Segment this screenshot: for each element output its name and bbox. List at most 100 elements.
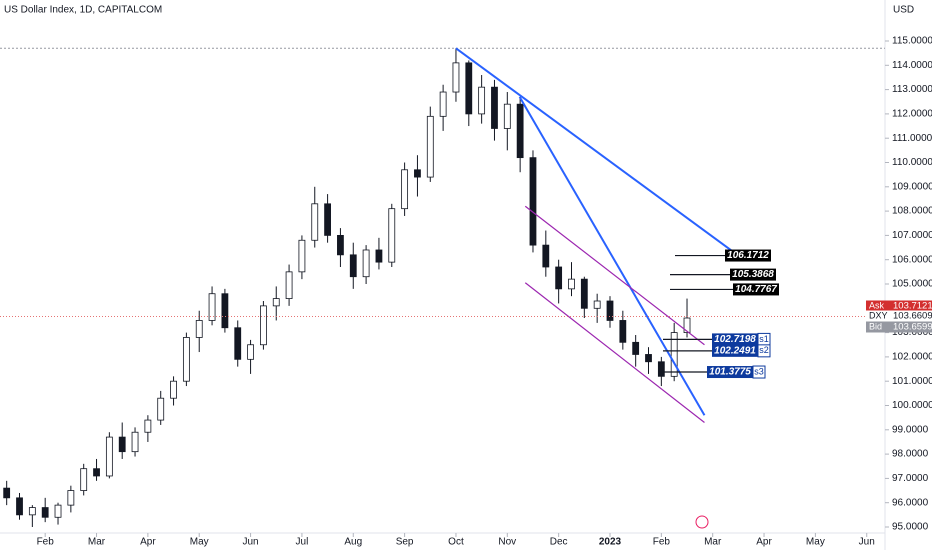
candle-body (144, 419, 152, 433)
y-tick-label: 114.0000 (892, 60, 932, 71)
y-tick-label: 101.0000 (892, 376, 932, 387)
x-tick-label: May (806, 537, 825, 548)
y-tick-label: 99.0000 (892, 424, 929, 435)
candle-body (568, 278, 575, 290)
candle-body (593, 300, 601, 309)
candle-body (465, 62, 473, 115)
candle-body (362, 249, 370, 278)
candle-body (606, 300, 614, 321)
x-tick-label: Mar (704, 537, 722, 548)
y-tick-label: 107.0000 (892, 230, 932, 241)
candle-body (632, 341, 640, 355)
candle-body (118, 436, 126, 453)
candle-body (28, 507, 36, 516)
y-tick-label: 108.0000 (892, 206, 932, 217)
candle-body (54, 504, 62, 518)
price-label-box (866, 310, 932, 322)
y-tick-label: 115.0000 (892, 36, 932, 47)
candle-body (285, 271, 293, 299)
chart-title: US Dollar Index, 1D, CAPITALCOM (4, 5, 162, 16)
candle-body (234, 327, 242, 360)
candle-body (388, 208, 396, 263)
candle-body (324, 203, 331, 236)
level-tag: s2 (759, 345, 769, 355)
x-tick-label: Feb (653, 537, 671, 548)
candle-body (375, 249, 383, 263)
price-label-name: Ask (869, 300, 885, 310)
candle-body (555, 266, 563, 290)
level-label: 105.3868 (732, 269, 774, 280)
candle-body (260, 305, 267, 346)
trend-line (455, 47, 738, 256)
candle-body (247, 344, 254, 360)
level-box (712, 344, 758, 357)
y-tick-label: 102.0000 (892, 352, 932, 363)
x-tick-label: Feb (37, 537, 55, 548)
level-box (730, 268, 776, 281)
candle-body (208, 293, 216, 321)
price-label-value: 103.7121 (893, 301, 932, 312)
y-tick-label: 98.0000 (892, 449, 929, 460)
candle-body (452, 62, 460, 93)
candle-body (182, 337, 190, 382)
candle-body (529, 157, 537, 246)
x-tick-label: Aug (344, 537, 362, 548)
candle-body (93, 468, 100, 477)
level-tag: s1 (759, 334, 769, 344)
candle-body (657, 361, 665, 377)
candle-body (349, 254, 357, 278)
y-tick-label: 113.0000 (892, 84, 932, 95)
candle-body (542, 244, 550, 268)
x-tick-label: Mar (88, 537, 106, 548)
candle-body (221, 293, 229, 329)
x-tick-label: Sep (396, 537, 414, 548)
candle-body (272, 298, 280, 307)
y-tick-label: 97.0000 (892, 473, 929, 484)
candle-body (337, 234, 344, 256)
y-tick-label: 106.0000 (892, 254, 932, 265)
level-tag-box (757, 344, 771, 358)
candle-body (491, 86, 498, 129)
candle-body (645, 354, 652, 363)
x-tick-label: Apr (756, 537, 772, 548)
x-tick-label: Jul (296, 537, 309, 548)
price-label-box (866, 321, 932, 333)
x-tick-label: Jun (859, 537, 875, 548)
candle-body (105, 436, 113, 477)
level-label: 106.1712 (727, 250, 769, 261)
price-label-name: DXY (869, 310, 888, 320)
trend-line (524, 205, 705, 346)
level-label: 102.7198 (714, 334, 756, 345)
candle-body (426, 115, 434, 178)
event-icon[interactable] (695, 515, 709, 529)
candle-body (683, 317, 691, 333)
candle-body (195, 320, 203, 338)
level-label: 104.7767 (735, 284, 777, 295)
candle-body (3, 487, 11, 499)
candle-body (67, 490, 75, 506)
trend-line (524, 282, 705, 423)
level-tag: s3 (754, 366, 764, 376)
x-tick-label: Oct (448, 537, 464, 548)
y-tick-label: 112.0000 (892, 109, 932, 120)
candle-body (516, 103, 524, 159)
level-label: 101.3775 (709, 367, 751, 378)
y-tick-label: 96.0000 (892, 497, 929, 508)
level-label: 102.2491 (714, 345, 756, 356)
x-tick-label: Apr (140, 537, 156, 548)
candle-body (670, 332, 678, 377)
candle-body (41, 507, 49, 518)
y-tick-label: 109.0000 (892, 181, 932, 192)
y-tick-label: 100.0000 (892, 400, 932, 411)
price-label-name: Bid (869, 321, 882, 331)
candle-body (439, 91, 447, 117)
x-tick-label: Dec (550, 537, 568, 548)
candle-body (478, 86, 486, 115)
y-tick-label: 105.0000 (892, 279, 932, 290)
candle-body (580, 278, 588, 309)
y-tick-label: 110.0000 (892, 157, 932, 168)
level-box (712, 333, 758, 346)
y-tick-label: 95.0000 (892, 522, 929, 533)
candle-body (619, 320, 627, 343)
candle-body (16, 497, 23, 516)
